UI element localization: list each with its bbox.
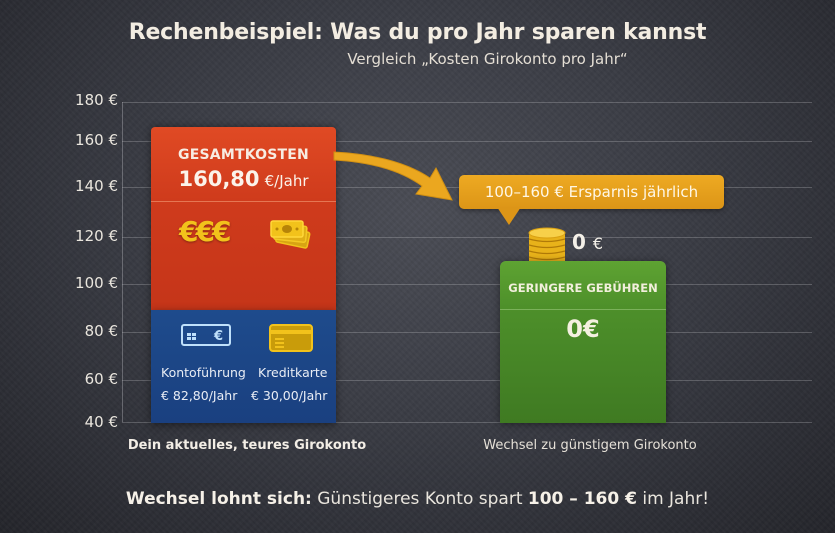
total-cost-unit: €/Jahr: [264, 172, 309, 190]
lower-fees-value: 0€: [566, 315, 600, 343]
card-value: € 30,00/Jahr: [251, 388, 328, 403]
gridline: [122, 141, 812, 142]
card-label: Kreditkarte: [258, 365, 328, 380]
ytick-180: 180 €: [75, 91, 118, 109]
divider: [500, 309, 666, 310]
total-cost-value: 160,80 €/Jahr: [151, 167, 336, 191]
svg-text:€: €: [213, 329, 223, 344]
category-label-cheap: Wechsel zu günstigem Girokonto: [483, 438, 697, 453]
category-label-current: Dein aktuelles, teures Girokonto: [127, 438, 367, 453]
coin-value: 0 €: [572, 230, 603, 254]
gridline: [122, 237, 812, 238]
footer-text: Günstigeres Konto spart: [311, 489, 528, 509]
savings-callout: 100–160 € Ersparnis jährlich: [459, 175, 724, 209]
savings-arrow-icon: [330, 150, 460, 224]
gridline: [122, 332, 812, 333]
credit-card-icon: [269, 324, 313, 356]
coin-stack-icon: [527, 225, 569, 271]
footer-end: im Jahr!: [636, 489, 710, 509]
bank-card-euro-icon: €: [181, 324, 231, 350]
ytick-60: 60 €: [84, 370, 118, 388]
coin-unit: €: [592, 234, 604, 253]
ytick-100: 100 €: [75, 274, 118, 292]
divider: [151, 201, 336, 202]
bar-total-cost: GESAMTKOSTEN 160,80 €/Jahr €€€: [151, 127, 336, 310]
gridline: [122, 284, 812, 285]
chart-subtitle: Vergleich „Kosten Girokonto pro Jahr“: [347, 50, 628, 68]
coin-amount: 0: [572, 230, 586, 254]
konto-value: € 82,80/Jahr: [161, 388, 238, 403]
konto-label: Kontoführung: [161, 365, 246, 380]
footer-lead: Wechsel lohnt sich:: [125, 489, 312, 509]
baseline: [122, 422, 812, 423]
lower-fees-label: GERINGERE GEBÜHREN: [508, 281, 658, 295]
chart-title: Rechenbeispiel: Was du pro Jahr sparen k…: [128, 20, 707, 45]
banknotes-icon: [269, 219, 315, 257]
bar-base-fees: € Kontoführung Kreditkarte € 82,80/Jahr …: [151, 310, 336, 423]
gridline: [122, 102, 812, 103]
ytick-40: 40 €: [84, 413, 118, 431]
footer-summary: Wechsel lohnt sich: Günstigeres Konto sp…: [0, 489, 835, 509]
callout-tail: [497, 207, 523, 231]
ytick-140: 140 €: [75, 177, 118, 195]
gridline: [122, 380, 812, 381]
bar-lower-fees: GERINGERE GEBÜHREN 0€: [500, 261, 666, 423]
y-axis-line: [122, 102, 123, 422]
ytick-80: 80 €: [84, 322, 118, 340]
total-cost-label: GESAMTKOSTEN: [178, 147, 309, 163]
total-cost-amount: 160,80: [178, 167, 260, 191]
ytick-120: 120 €: [75, 227, 118, 245]
footer-amount: 100 – 160 €: [527, 489, 637, 509]
euro-symbols-icon: €€€: [179, 215, 231, 248]
ytick-160: 160 €: [75, 131, 118, 149]
